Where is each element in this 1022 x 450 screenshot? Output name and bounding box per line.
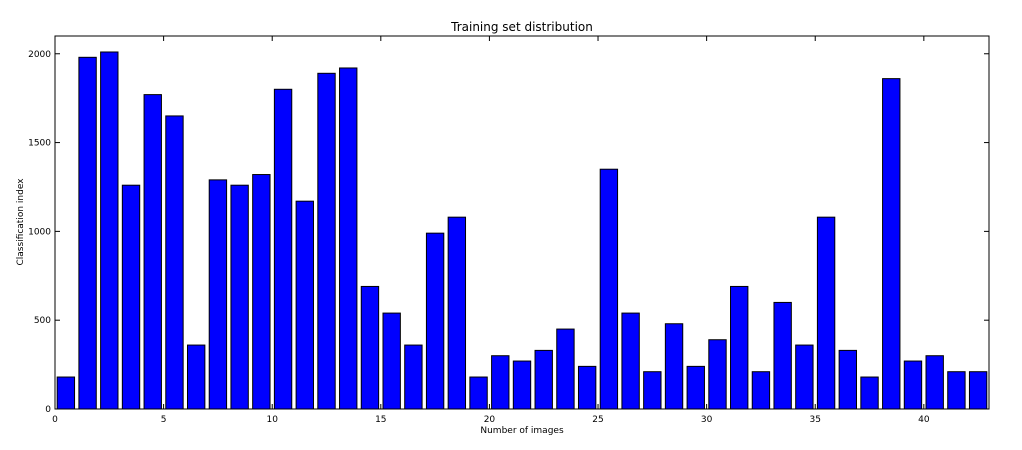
y-tick-label: 0 [45, 405, 51, 415]
bars-group [56, 51, 988, 410]
bar-25 [599, 168, 619, 410]
bar-18 [447, 216, 467, 410]
x-tick-label: 15 [375, 415, 386, 425]
bar-37 [860, 376, 879, 410]
bar-14 [360, 285, 380, 410]
bar-17 [425, 232, 445, 410]
y-axis-label: Classification index [16, 178, 26, 266]
bar-13 [339, 67, 358, 410]
bar-33 [773, 301, 792, 410]
bar-8 [230, 184, 249, 410]
bar-28 [664, 323, 684, 410]
bar-3 [121, 184, 141, 410]
bar-22 [534, 349, 553, 410]
bar-19 [469, 376, 488, 410]
y-tick-label: 1500 [28, 139, 51, 149]
bar-16 [404, 344, 423, 410]
bar-12 [317, 72, 336, 410]
bar-39 [903, 360, 923, 410]
bar-4 [143, 94, 162, 410]
bar-24 [577, 365, 597, 410]
bar-5 [165, 115, 184, 410]
x-axis: 0 5 10 15 20 25 30 35 40 [52, 36, 930, 425]
bar-10 [273, 88, 293, 410]
bar-42 [968, 371, 988, 410]
bar-7 [208, 179, 228, 410]
x-tick-label: 30 [701, 415, 713, 425]
chart-title: Training set distribution [450, 20, 593, 34]
bar-29 [686, 365, 705, 410]
x-tick-label: 20 [484, 415, 496, 425]
bar-11 [295, 200, 314, 410]
bar-2 [100, 51, 119, 410]
bar-26 [621, 312, 640, 410]
x-axis-label: Number of images [480, 426, 564, 436]
bar-21 [512, 360, 532, 410]
bar-15 [382, 312, 401, 410]
y-axis: 0 500 1000 1500 2000 [28, 50, 989, 415]
x-tick-label: 35 [810, 415, 821, 425]
bar-31 [730, 285, 749, 410]
bar-9 [252, 174, 271, 410]
bar-41 [947, 371, 966, 410]
bar-40 [925, 355, 944, 410]
bar-38 [882, 78, 901, 410]
y-tick-label: 500 [34, 316, 51, 326]
bar-30 [708, 339, 727, 410]
x-tick-label: 40 [918, 415, 930, 425]
bar-36 [838, 349, 858, 410]
bar-20 [491, 355, 510, 410]
x-tick-label: 10 [266, 415, 278, 425]
bar-0 [56, 376, 76, 410]
bar-32 [751, 371, 771, 410]
bar-27 [643, 371, 662, 410]
x-tick-label: 0 [52, 415, 58, 425]
bar-6 [186, 344, 206, 410]
y-tick-label: 2000 [28, 50, 51, 60]
bar-34 [795, 344, 814, 410]
x-tick-label: 25 [592, 415, 603, 425]
bar-1 [78, 56, 97, 410]
bar-35 [816, 216, 836, 410]
plot-frame [54, 35, 990, 410]
bar-23 [556, 328, 575, 410]
y-tick-label: 1000 [28, 227, 51, 237]
x-tick-label: 5 [161, 415, 167, 425]
